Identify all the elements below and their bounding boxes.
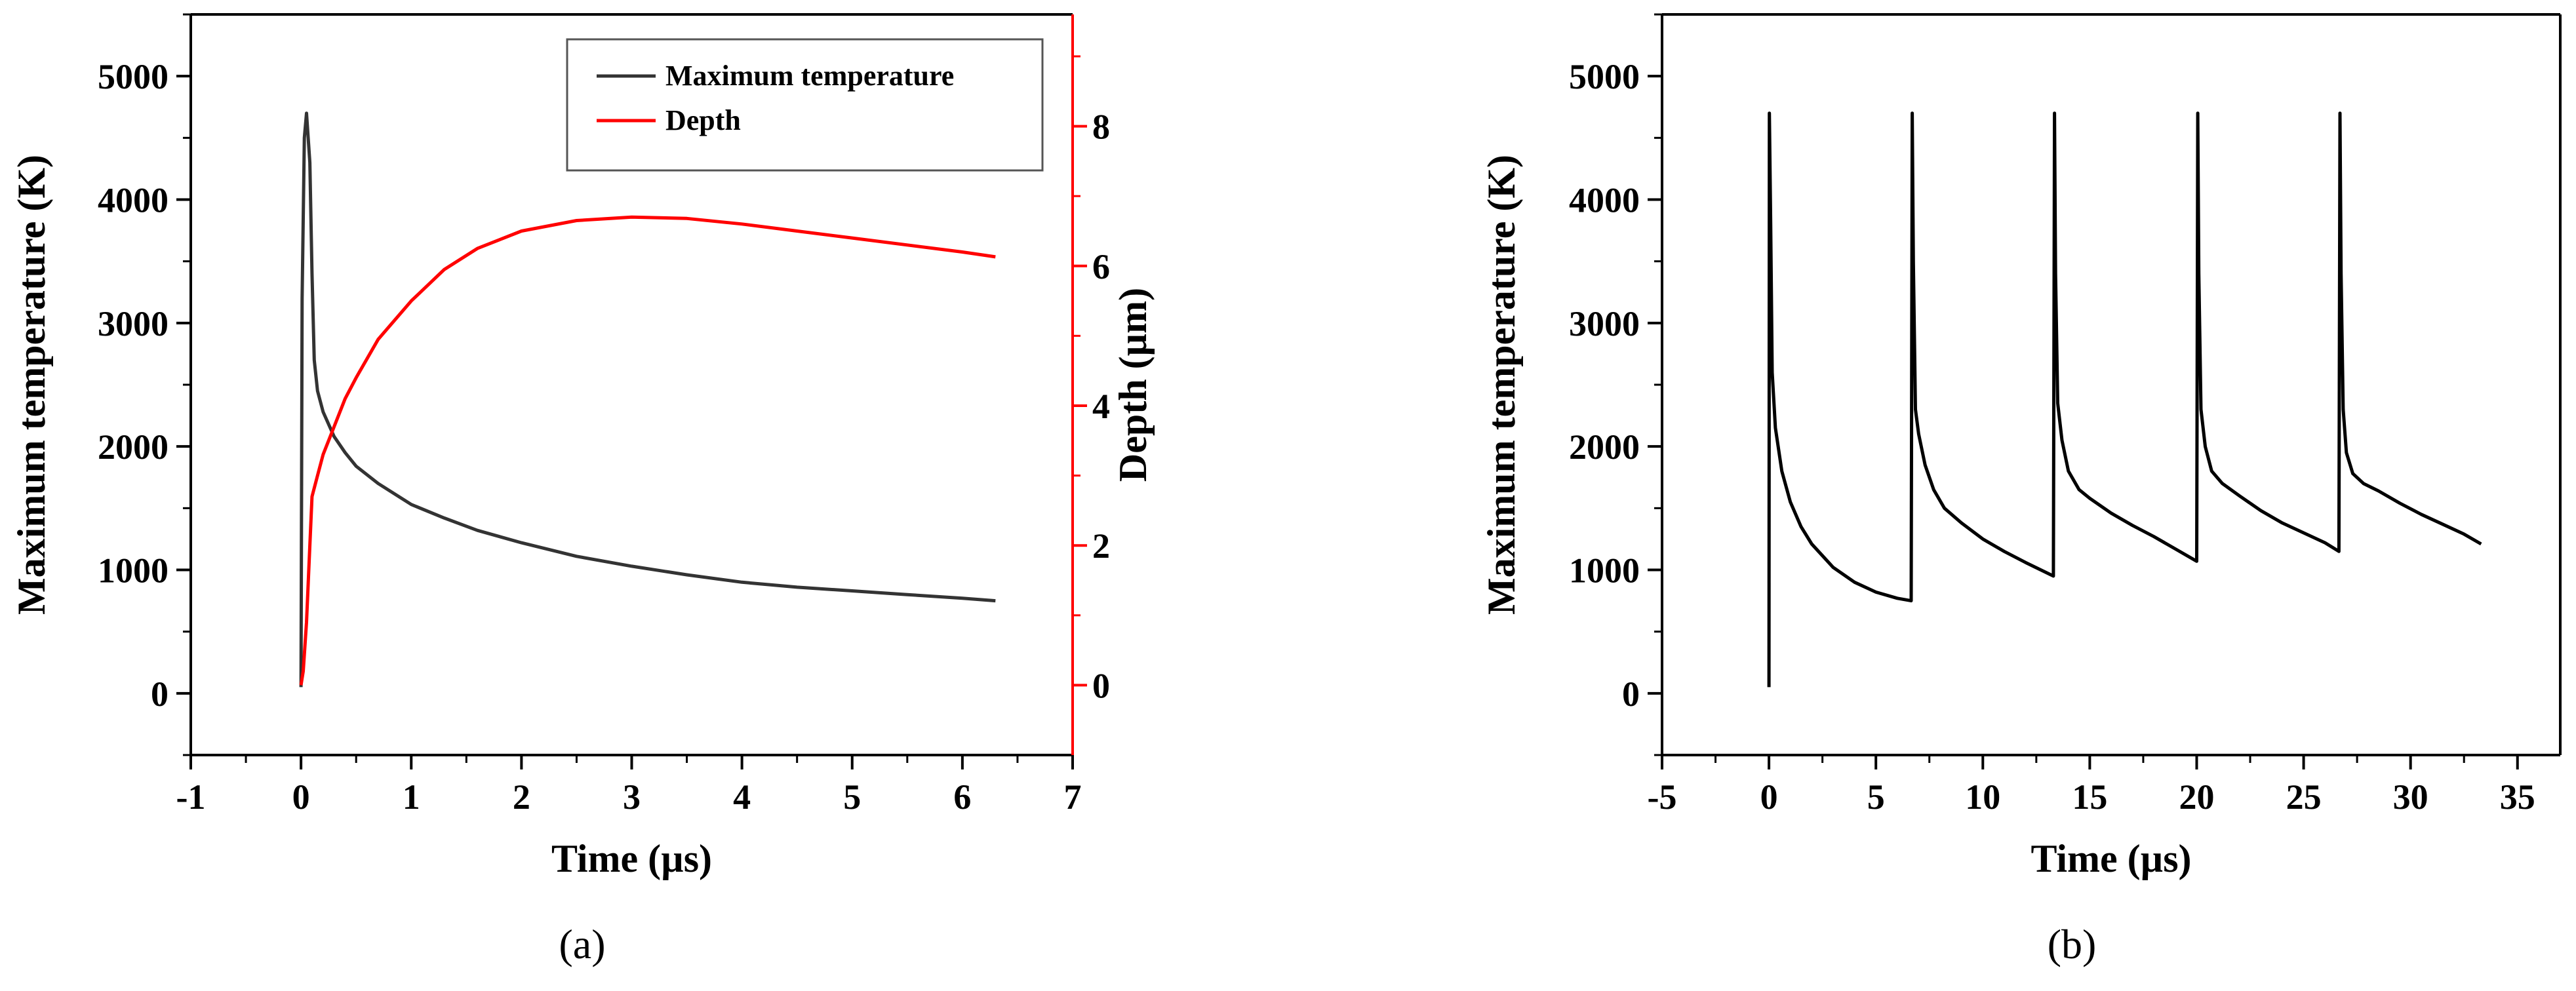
series-line-maximum-temperature (299, 111, 996, 688)
x-tick-label: -1 (176, 777, 206, 817)
panel-a: -1 0 1 2 3 4 5 6 7 0 1000 2000 3000 4000 5000 0 2 4 6 8 Time… (10, 13, 1155, 967)
x-tick-label: 5 (843, 777, 861, 817)
y-tick-label: 2000 (1569, 427, 1640, 467)
x-tick-label: 7 (1064, 777, 1082, 817)
y2-tick-label: 2 (1092, 526, 1110, 566)
x-tick-label: -5 (1648, 777, 1677, 817)
y-axis-title: Maximum temperature (K) (1480, 155, 1523, 615)
x-tick-label: 15 (2072, 777, 2107, 817)
x-tick-label: 4 (733, 777, 751, 817)
x-tick-label: 0 (1760, 777, 1778, 817)
y-tick-label: 0 (151, 674, 168, 714)
y-tick-label: 5000 (1569, 57, 1640, 96)
y-tick-label: 3000 (98, 304, 168, 343)
legend-box (566, 38, 1044, 172)
y2-tick-label: 4 (1092, 387, 1110, 426)
x-tick-label: 5 (1867, 777, 1885, 817)
legend: Maximum temperature Depth (566, 38, 1044, 172)
x-tick-label: 20 (2179, 777, 2214, 817)
y-axis-title: Maximum temperature (K) (10, 155, 53, 615)
y-tick-label: 4000 (1569, 181, 1640, 220)
x-tick-label: 25 (2286, 777, 2322, 817)
y-tick-label: 2000 (98, 427, 168, 467)
panel-caption: (a) (559, 921, 605, 967)
y2-tick-label: 0 (1092, 666, 1110, 705)
y-tick-label: 3000 (1569, 304, 1640, 343)
x-tick-label: 10 (1965, 777, 2000, 817)
series-line-0 (1767, 111, 2482, 688)
x-tick-label: 35 (2500, 777, 2535, 817)
x-tick-label: 3 (623, 777, 641, 817)
panel-b: -5 0 5 10 15 20 25 30 35 0 1000 2000 3000 4000 5000 Tim… (1480, 13, 2562, 967)
panel-caption: (b) (2048, 921, 2097, 967)
y-tick-label: 1000 (98, 551, 168, 591)
legend-label: Maximum temperature (665, 60, 954, 92)
x-tick-label: 0 (292, 777, 310, 817)
y-tick-label: 1000 (1569, 551, 1640, 591)
x-tick-label: 1 (403, 777, 420, 817)
x-axis-title: Time (µs) (551, 837, 712, 880)
x-axis-title: Time (µs) (2031, 837, 2191, 880)
y2-tick-label: 8 (1092, 107, 1110, 147)
x-tick-label: 2 (513, 777, 530, 817)
x-tick-label: 6 (953, 777, 971, 817)
y2-axis-title: Depth (µm) (1111, 288, 1155, 482)
y-tick-label: 0 (1622, 674, 1640, 714)
y-tick-label: 5000 (98, 57, 168, 96)
x-tick-label: 30 (2393, 777, 2428, 817)
series-line-depth (299, 215, 996, 686)
y-tick-label: 4000 (98, 181, 168, 220)
y2-tick-label: 6 (1092, 247, 1110, 286)
legend-label: Depth (665, 104, 741, 136)
